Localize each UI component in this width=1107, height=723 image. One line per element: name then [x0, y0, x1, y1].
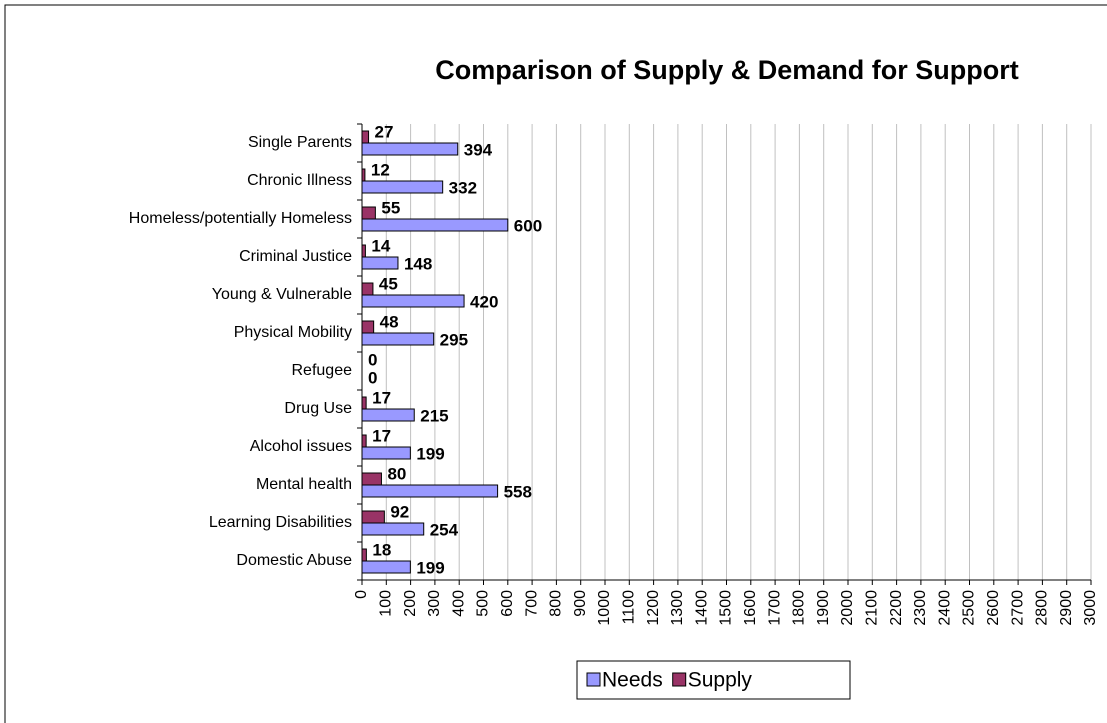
bar: [361, 180, 444, 194]
y-tick-label: Refugee: [292, 362, 353, 379]
x-tick-label: 2500: [961, 590, 978, 626]
x-tick-label: 2600: [985, 590, 1002, 626]
legend-label: Supply: [688, 669, 753, 692]
bar: [361, 484, 499, 498]
y-tick-label: Chronic Illness: [247, 172, 352, 189]
bar: [361, 408, 415, 422]
y-tick-label: Drug Use: [284, 400, 352, 417]
x-tick-label: 2300: [912, 590, 929, 626]
bar: [361, 510, 385, 524]
data-label: 600: [514, 216, 542, 235]
data-label: 215: [420, 406, 448, 425]
bar: [361, 142, 459, 156]
y-tick-label: Criminal Justice: [239, 248, 352, 265]
x-tick-label: 1100: [621, 590, 638, 625]
y-tick-label: Alcohol issues: [250, 438, 352, 455]
data-label: 295: [440, 330, 468, 349]
bar: [361, 560, 411, 574]
data-label: 0: [368, 368, 377, 387]
data-label: 199: [416, 558, 444, 577]
x-tick-label: 700: [523, 590, 540, 617]
data-label: 45: [379, 274, 398, 293]
x-tick-label: 100: [378, 590, 395, 617]
x-tick-label: 2400: [936, 590, 953, 626]
legend-swatch: [586, 672, 601, 687]
x-tick-label: 2100: [864, 590, 881, 626]
bar: [361, 522, 425, 536]
data-label: 558: [504, 482, 532, 501]
x-tick-label: 3000: [1082, 590, 1099, 626]
data-label: 55: [381, 198, 400, 217]
x-tick-label: 200: [402, 590, 419, 617]
x-tick-label: 2900: [1058, 590, 1075, 626]
x-tick-label: 1000: [596, 590, 613, 626]
x-tick-label: 1300: [669, 590, 686, 626]
data-label: 48: [380, 312, 399, 331]
x-tick-label: 1200: [645, 590, 662, 626]
x-tick-label: 1600: [742, 590, 759, 626]
data-label: 17: [372, 388, 391, 407]
data-label: 148: [404, 254, 432, 273]
x-tick-label: 400: [450, 590, 467, 617]
data-label: 17: [372, 426, 391, 445]
y-tick-label: Mental health: [256, 476, 352, 493]
chart-title: Comparison of Supply & Demand for Suppor…: [435, 55, 1019, 85]
bar: [361, 396, 367, 410]
legend-label: Needs: [602, 669, 663, 692]
x-tick-label: 2800: [1034, 590, 1051, 626]
data-label: 254: [430, 520, 459, 539]
data-label: 27: [375, 122, 394, 141]
bar: [361, 294, 465, 308]
x-tick-label: 1400: [693, 590, 710, 626]
bar: [361, 130, 370, 144]
data-label: 12: [371, 160, 390, 179]
x-tick-label: 800: [548, 590, 565, 617]
y-tick-label: Single Parents: [248, 134, 352, 151]
y-tick-label: Homeless/potentially Homeless: [129, 210, 352, 227]
bar: [361, 472, 382, 486]
bar: [361, 320, 375, 334]
bar: [361, 548, 367, 562]
data-label: 420: [470, 292, 498, 311]
y-tick-label: Young & Vulnerable: [212, 286, 352, 303]
x-tick-label: 0: [353, 590, 370, 599]
legend-box: [576, 660, 851, 700]
x-tick-label: 1800: [791, 590, 808, 626]
data-label: 14: [371, 236, 390, 255]
y-tick-label: Domestic Abuse: [236, 552, 352, 569]
legend-swatch: [672, 672, 687, 687]
bar: [361, 168, 366, 182]
bar: [361, 256, 399, 270]
data-label: 18: [372, 540, 391, 559]
bar: [361, 244, 366, 258]
x-tick-label: 600: [499, 590, 516, 617]
y-tick-label: Learning Disabilities: [209, 514, 352, 531]
data-label: 92: [390, 502, 409, 521]
bar: [361, 206, 376, 220]
x-tick-label: 900: [572, 590, 589, 617]
bar: [361, 446, 411, 460]
bar: [361, 218, 509, 232]
x-tick-label: 1900: [815, 590, 832, 626]
data-label: 199: [416, 444, 444, 463]
x-tick-label: 2000: [839, 590, 856, 626]
x-tick-label: 2200: [888, 590, 905, 626]
x-tick-label: 1700: [766, 590, 783, 626]
x-tick-label: 1500: [718, 590, 735, 626]
y-tick-label: Physical Mobility: [234, 324, 352, 341]
data-label: 332: [449, 178, 477, 197]
bar: [361, 282, 374, 296]
data-label: 80: [387, 464, 406, 483]
data-label: 0: [368, 350, 377, 369]
data-label: 394: [464, 140, 493, 159]
bar: [361, 332, 435, 346]
bar: [361, 434, 367, 448]
x-tick-label: 300: [426, 590, 443, 617]
x-tick-label: 500: [475, 590, 492, 617]
x-tick-label: 2700: [1009, 590, 1026, 626]
